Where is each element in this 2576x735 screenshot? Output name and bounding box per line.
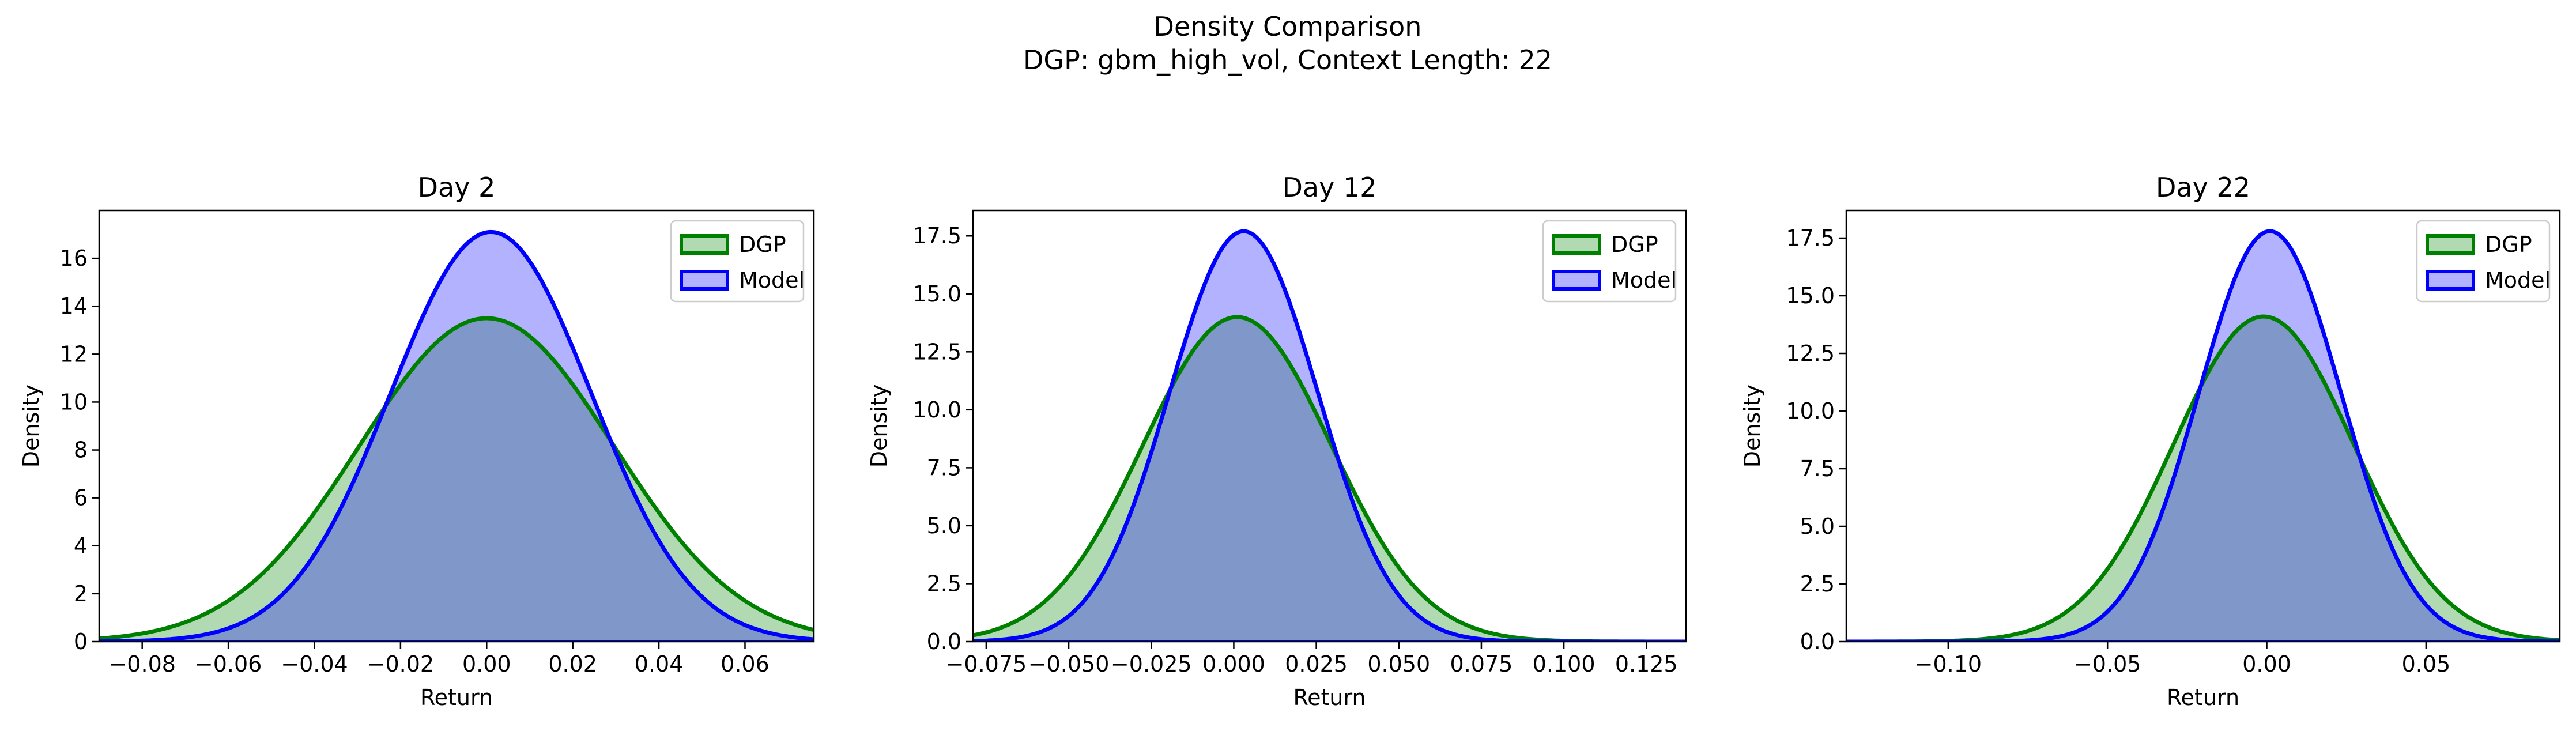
x-tick-label: −0.04 bbox=[281, 651, 348, 677]
y-tick-label: 6 bbox=[74, 485, 88, 511]
legend: DGP Model bbox=[670, 220, 805, 303]
x-tick-label: −0.050 bbox=[1028, 651, 1110, 677]
x-tick-label: −0.06 bbox=[195, 651, 262, 677]
y-tick-label: 14 bbox=[60, 293, 88, 319]
y-tick-label: 10 bbox=[60, 389, 88, 414]
legend: DGP Model bbox=[2416, 220, 2551, 303]
legend-label-dgp: DGP bbox=[739, 232, 786, 257]
figure-title: Density Comparison bbox=[1154, 11, 1422, 42]
x-tick-label: −0.02 bbox=[367, 651, 434, 677]
x-tick-label: 0.04 bbox=[635, 651, 684, 677]
subplot-2: −0.075 −0.050 −0.025 0.000 0.025 0.050 0.075 0.… bbox=[866, 172, 1687, 710]
y-tick-label: 0.0 bbox=[927, 629, 961, 654]
legend-label-model: Model bbox=[739, 267, 805, 293]
overlap-fill bbox=[1846, 316, 2560, 642]
y-tick-label: 2.5 bbox=[1800, 571, 1835, 597]
y-tick-label: 17.5 bbox=[1786, 225, 1835, 251]
y-tick-label: 2 bbox=[74, 581, 88, 606]
axes-frame bbox=[972, 209, 1687, 643]
y-tick-label: 0.0 bbox=[1800, 629, 1835, 654]
y-tick-label: 12.5 bbox=[1786, 341, 1835, 366]
x-tick-label: −0.08 bbox=[108, 651, 175, 677]
y-tick-label: 15.0 bbox=[912, 281, 961, 307]
model-density-line bbox=[99, 229, 814, 642]
y-tick-label: 15.0 bbox=[1786, 283, 1835, 308]
x-tick-label: −0.075 bbox=[946, 651, 1027, 677]
subplot-3: −0.10 −0.05 0.00 0.05 0.0 2.5 5.0 7.5 10.0 12.5 15… bbox=[1740, 172, 2561, 710]
y-tick-label: 5.0 bbox=[1800, 514, 1835, 539]
x-tick-label: 0.00 bbox=[462, 651, 511, 677]
plot-area bbox=[99, 229, 814, 642]
y-tick-label: 4 bbox=[74, 533, 88, 559]
legend-label-dgp: DGP bbox=[1611, 232, 1658, 257]
dgp-density-line bbox=[99, 316, 814, 641]
y-tick-label: 2.5 bbox=[927, 571, 961, 596]
subplot-title: Day 22 bbox=[2156, 172, 2250, 203]
legend-swatch-model bbox=[680, 270, 729, 291]
x-tick-label: −0.05 bbox=[2074, 651, 2141, 677]
y-tick-label: 8 bbox=[74, 438, 88, 463]
axes-frame bbox=[1845, 209, 2561, 643]
y-tick-label: 7.5 bbox=[927, 455, 961, 480]
subplots: −0.08 −0.06 −0.04 −0.02 0.00 0.02 0.04 0.06 0 2 4 6… bbox=[18, 172, 2561, 710]
overlap-fill bbox=[973, 317, 1686, 642]
x-tick-label: 0.02 bbox=[548, 651, 597, 677]
overlap-fill bbox=[99, 318, 814, 642]
subplot-title: Day 12 bbox=[1283, 172, 1377, 203]
x-tick-label: −0.025 bbox=[1111, 651, 1192, 677]
subplot-title: Day 2 bbox=[418, 172, 496, 203]
legend-label-dgp: DGP bbox=[2485, 232, 2532, 257]
y-axis-label: Density bbox=[18, 385, 44, 468]
legend-swatch-model bbox=[2426, 270, 2475, 291]
x-tick-label: 0.050 bbox=[1367, 651, 1430, 677]
legend-swatch-dgp bbox=[680, 234, 729, 255]
y-axis-label: Density bbox=[866, 385, 892, 468]
x-tick-label: −0.10 bbox=[1915, 651, 1982, 677]
y-tick-label: 10.0 bbox=[1786, 398, 1835, 424]
legend-swatch-dgp bbox=[2426, 234, 2475, 255]
x-tick-label: 0.00 bbox=[2242, 651, 2291, 677]
x-axis-label: Return bbox=[420, 685, 493, 710]
x-axis-label: Return bbox=[2167, 685, 2239, 710]
legend: DGP Model bbox=[1542, 220, 1677, 303]
y-tick-label: 10.0 bbox=[912, 397, 961, 423]
x-tick-label: 0.075 bbox=[1450, 651, 1513, 677]
y-tick-label: 0 bbox=[74, 629, 88, 654]
x-tick-label: 0.05 bbox=[2402, 651, 2451, 677]
subplot-1: −0.08 −0.06 −0.04 −0.02 0.00 0.02 0.04 0.06 0 2 4 6… bbox=[18, 172, 815, 710]
y-tick-label: 17.5 bbox=[912, 223, 961, 248]
figure-subtitle: DGP: gbm_high_vol, Context Length: 22 bbox=[1023, 44, 1552, 76]
x-tick-label: 0.06 bbox=[721, 651, 770, 677]
legend-swatch-model bbox=[1552, 270, 1601, 291]
x-tick-label: 0.100 bbox=[1533, 651, 1596, 677]
y-tick-label: 12 bbox=[60, 341, 88, 367]
x-axis-label: Return bbox=[1293, 685, 1366, 710]
y-axis-label: Density bbox=[1740, 385, 1765, 468]
legend-label-model: Model bbox=[1611, 267, 1677, 293]
legend-label-model: Model bbox=[2485, 267, 2551, 293]
y-tick-label: 12.5 bbox=[912, 339, 961, 364]
y-tick-label: 5.0 bbox=[927, 513, 961, 538]
x-tick-label: 0.000 bbox=[1202, 651, 1265, 677]
y-tick-label: 16 bbox=[60, 246, 88, 271]
x-tick-label: 0.125 bbox=[1615, 651, 1678, 677]
legend-swatch-dgp bbox=[1552, 234, 1601, 255]
x-tick-label: 0.025 bbox=[1285, 651, 1348, 677]
y-tick-label: 7.5 bbox=[1800, 456, 1835, 481]
axes-frame bbox=[98, 209, 815, 643]
